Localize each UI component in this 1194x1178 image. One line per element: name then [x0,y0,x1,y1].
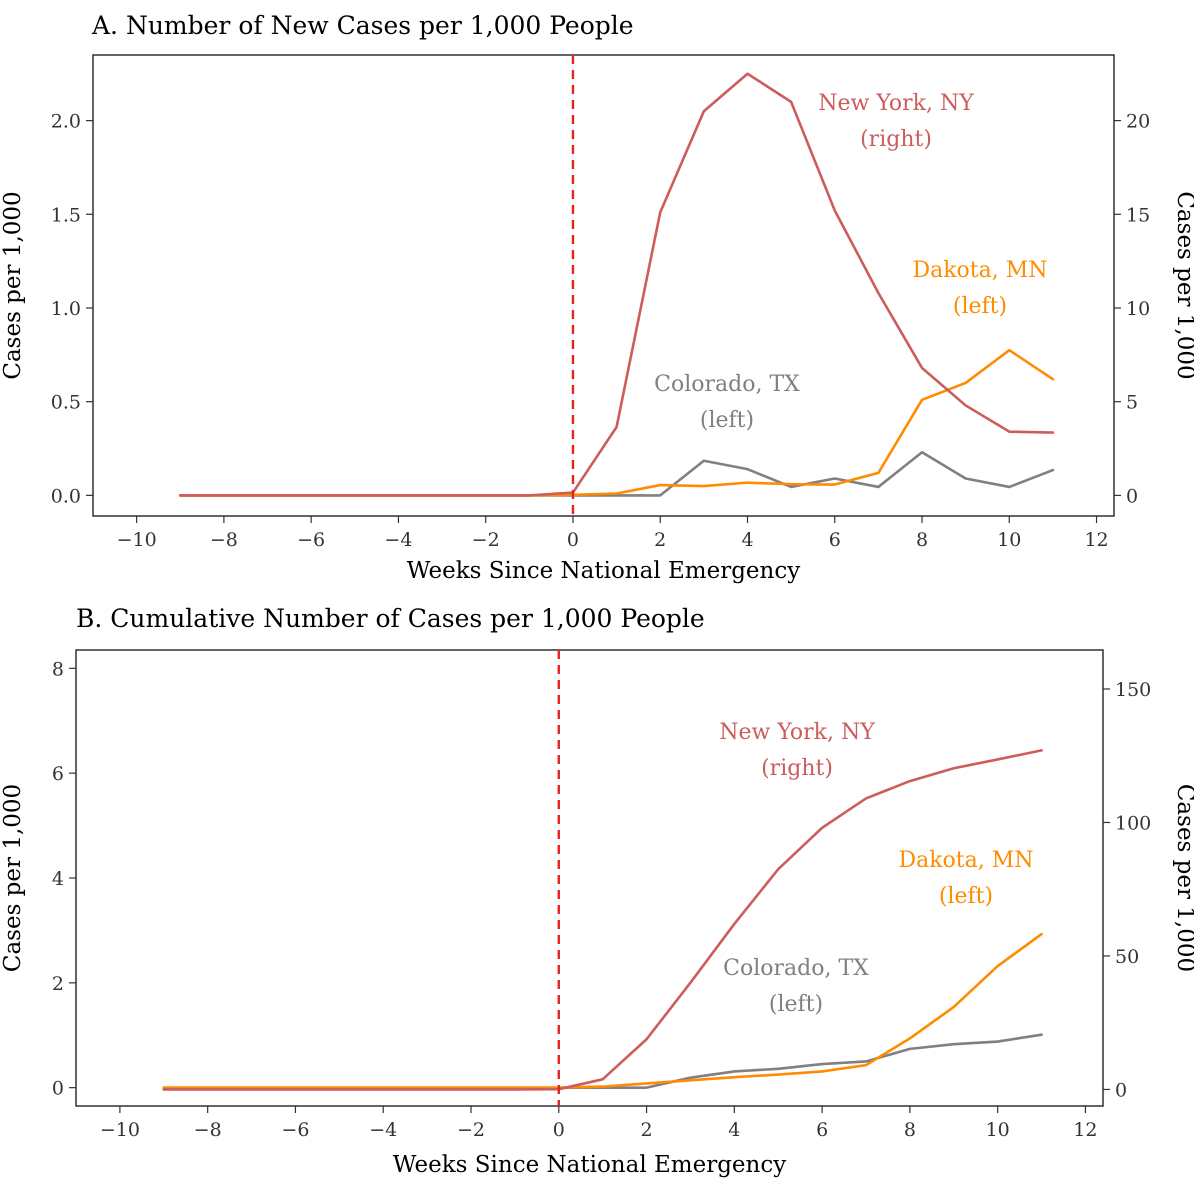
series-annotation-new-york-ny: New York, NY [719,720,875,745]
x-tick-label: −10 [100,1119,140,1141]
y-axis-label-right: Cases per 1,000 [1172,784,1194,972]
plot-frame [92,54,1115,517]
series-line-new-york-ny [178,72,1055,497]
y-left-tick-label: 0.5 [51,392,81,414]
y-axis-label-right: Cases per 1,000 [1172,191,1194,379]
y-left-tick-label: 0.0 [51,485,81,507]
x-tick-label: 6 [816,1119,828,1141]
x-tick-label: 8 [904,1119,916,1141]
series-annotation-new-york-ny: (right) [761,756,833,781]
series-annotation-colorado-tx: Colorado, TX [723,956,869,981]
series-annotation-dakota-mn: (left) [953,294,1007,319]
x-tick-label: −4 [384,529,412,551]
series-annotation-new-york-ny: (right) [860,127,932,152]
series-line-colorado-tx [178,450,1055,497]
y-left-tick-label: 6 [52,763,64,785]
y-axis-label-left: Cases per 1,000 [0,784,26,972]
panel-title: B. Cumulative Number of Cases per 1,000 … [76,604,705,633]
x-tick-label: −6 [297,529,325,551]
y-right-tick-label: 5 [1126,392,1138,414]
y-right-tick-label: 50 [1115,946,1139,968]
x-tick-label: 8 [916,529,928,551]
x-tick-label: −2 [472,529,500,551]
series-annotation-dakota-mn: Dakota, MN [898,848,1033,873]
y-left-tick-label: 1.0 [51,298,81,320]
y-left-tick-label: 4 [52,868,64,890]
series-annotation-dakota-mn: Dakota, MN [912,258,1047,283]
x-tick-label: 0 [553,1119,565,1141]
x-tick-label: 4 [728,1119,740,1141]
series-annotation-new-york-ny: New York, NY [818,91,974,116]
y-right-tick-label: 20 [1126,111,1150,133]
y-right-tick-label: 0 [1126,485,1138,507]
x-tick-label: −4 [369,1119,397,1141]
y-right-tick-label: 10 [1126,298,1150,320]
x-tick-label: 2 [654,529,666,551]
y-right-tick-label: 15 [1126,204,1150,226]
panel-b: B. Cumulative Number of Cases per 1,000 … [0,604,1194,1178]
x-tick-label: −8 [194,1119,222,1141]
y-right-tick-label: 150 [1115,679,1151,701]
y-right-tick-label: 100 [1115,812,1151,834]
panel-a: A. Number of New Cases per 1,000 People −… [0,11,1194,584]
x-tick-label: 12 [1084,529,1108,551]
y-left-tick-label: 2.0 [51,111,81,133]
x-axis-label: Weeks Since National Emergency [393,1152,786,1178]
x-axis-label: Weeks Since National Emergency [407,558,800,584]
x-tick-label: −6 [281,1119,309,1141]
x-tick-label: 0 [567,529,579,551]
plot-frame [75,649,1104,1107]
series-line-dakota-mn [162,932,1043,1089]
y-axis-label-left: Cases per 1,000 [0,191,26,379]
y-left-tick-label: 2 [52,973,64,995]
x-tick-label: 12 [1073,1119,1097,1141]
x-tick-label: 6 [829,529,841,551]
y-left-tick-label: 8 [52,658,64,680]
series-annotation-colorado-tx: Colorado, TX [654,372,800,397]
x-tick-label: 2 [641,1119,653,1141]
y-right-tick-label: 0 [1115,1079,1127,1101]
x-tick-label: −8 [210,529,238,551]
x-tick-label: 10 [997,529,1021,551]
y-left-tick-label: 1.5 [51,204,81,226]
x-tick-label: 4 [741,529,753,551]
x-tick-label: −2 [457,1119,485,1141]
x-tick-label: −10 [117,529,157,551]
series-annotation-colorado-tx: (left) [769,992,823,1017]
y-left-tick-label: 0 [52,1078,64,1100]
panel-title: A. Number of New Cases per 1,000 People [91,11,634,40]
series-annotation-dakota-mn: (left) [939,884,993,909]
series-annotation-colorado-tx: (left) [700,408,754,433]
series-line-new-york-ny [162,749,1043,1091]
x-tick-label: 10 [986,1119,1010,1141]
